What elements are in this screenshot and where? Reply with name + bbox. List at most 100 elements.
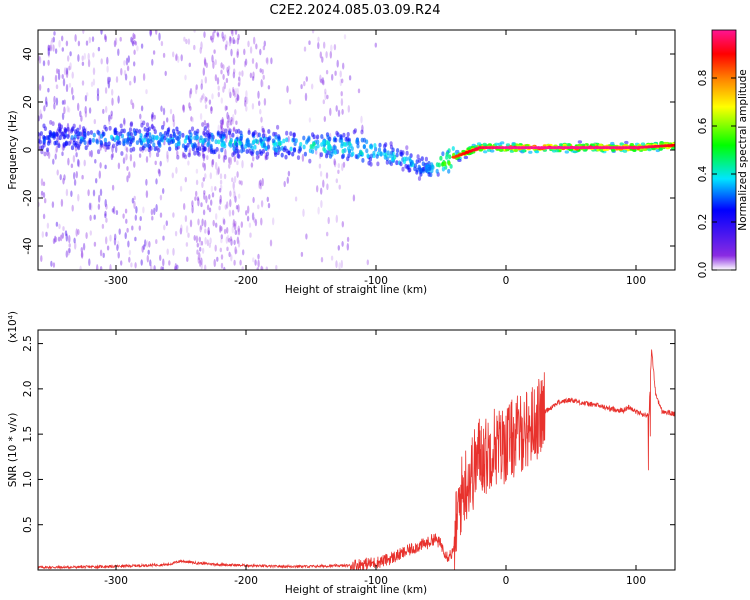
heatmap-cell-1987: [235, 142, 239, 147]
heatmap-cell-1390: [372, 150, 376, 156]
heatmap-cell-1363: [558, 143, 564, 147]
heatmap-cell-1734: [135, 140, 139, 146]
heatmap-cell-309: [233, 175, 237, 183]
heatmap-cell-584: [179, 185, 183, 192]
heatmap-cell-296: [95, 177, 98, 184]
heatmap-cell-1835: [478, 148, 483, 152]
heatmap-cell-549: [125, 218, 128, 224]
heatmap-cell-746: [232, 218, 236, 228]
heatmap-cell-265: [175, 166, 178, 174]
heatmap-cell-460: [286, 176, 289, 184]
heatmap-cell-479: [53, 95, 56, 104]
heatmap-cell-1846: [267, 137, 271, 142]
heatmap-cell-110: [236, 87, 239, 96]
heatmap-cell-1996: [193, 143, 198, 149]
heatmap-cell-126: [51, 201, 55, 209]
heatmap-cell-532: [73, 179, 77, 186]
heatmap-cell-1884: [40, 149, 44, 155]
heatmap-cell-319: [241, 160, 244, 169]
heatmap-cell-254: [206, 155, 209, 161]
heatmap-cell-685: [230, 30, 234, 35]
heatmap-cell-751: [123, 117, 126, 125]
heatmap-cell-803: [39, 109, 42, 117]
heatmap-cell-678: [93, 119, 97, 125]
heatmap-cell-522: [128, 171, 131, 179]
heatmap-cell-0: [108, 114, 111, 122]
heatmap-cell-736: [144, 239, 147, 247]
heatmap-cell-551: [104, 35, 108, 43]
heatmap-cell-377: [124, 145, 128, 151]
heatmap-cell-249: [339, 78, 342, 87]
heatmap-cell-1689: [413, 163, 418, 169]
heatmap-cell-452: [199, 97, 203, 103]
heatmap-cell-815: [231, 209, 235, 216]
heatmap-cell-1879: [273, 142, 278, 148]
spectrogram-x-axis-label: Height of straight line (km): [285, 284, 427, 296]
heatmap-cell-59: [333, 43, 337, 51]
heatmap-cell-1546: [235, 145, 239, 151]
heatmap-cell-247: [200, 78, 204, 86]
heatmap-cell-453: [210, 106, 213, 112]
heatmap-cell-1115: [388, 159, 392, 165]
heatmap-cell-484: [224, 148, 227, 158]
heatmap-cell-1572: [213, 149, 217, 155]
heatmap-cell-185: [262, 74, 265, 80]
heatmap-cell-18: [197, 198, 200, 207]
heatmap-cell-365: [230, 254, 233, 262]
heatmap-cell-1943: [566, 143, 571, 147]
heatmap-cell-1058: [89, 130, 93, 135]
heatmap-cell-878: [223, 218, 226, 225]
heatmap-cell-688: [335, 260, 338, 269]
heatmap-cell-416: [40, 255, 43, 263]
heatmap-cell-389: [43, 105, 46, 112]
heatmap-cell-1073: [316, 134, 320, 140]
heatmap-cell-698: [251, 212, 255, 221]
heatmap-cell-474: [222, 86, 225, 93]
heatmap-cell-128: [330, 44, 333, 52]
heatmap-cell-115: [113, 237, 117, 246]
heatmap-cell-606: [111, 208, 115, 213]
heatmap-cell-805: [67, 248, 70, 256]
heatmap-cell-211: [222, 36, 225, 42]
heatmap-cell-1886: [52, 132, 56, 138]
heatmap-cell-690: [232, 57, 236, 66]
heatmap-cell-958: [361, 158, 365, 163]
heatmap-cell-963: [108, 125, 112, 131]
heatmap-cell-409: [232, 126, 236, 131]
heatmap-cell-1824: [457, 158, 462, 162]
heatmap-cell-159: [77, 193, 80, 202]
heatmap-cell-81: [119, 36, 122, 42]
heatmap-cell-1798: [48, 132, 53, 138]
heatmap-cell-1844: [238, 140, 242, 146]
heatmap-cell-399: [106, 245, 110, 251]
heatmap-cell-1083: [253, 144, 257, 150]
heatmap-cell-451: [237, 240, 241, 248]
heatmap-cell-1928: [513, 148, 518, 153]
heatmap-cell-151: [217, 124, 220, 132]
heatmap-cell-1809: [377, 147, 382, 153]
heatmap-cell-975: [161, 125, 165, 130]
heatmap-cell-1514: [447, 160, 451, 166]
heatmap-cell-726: [204, 228, 207, 234]
heatmap-cell-387: [87, 52, 90, 61]
heatmap-cell-806: [45, 96, 48, 105]
heatmap-cell-306: [228, 163, 231, 169]
heatmap-cell-833: [206, 204, 210, 211]
heatmap-cell-515: [55, 97, 59, 106]
heatmap-cell-477: [204, 173, 207, 179]
heatmap-cell-436: [259, 48, 262, 56]
heatmap-cell-1932: [334, 137, 338, 143]
heatmap-cell-826: [72, 155, 76, 163]
heatmap-cell-475: [111, 97, 114, 106]
heatmap-cell-1781: [421, 161, 425, 167]
x-tick-label: 100: [626, 575, 646, 587]
heatmap-cell-274: [92, 78, 96, 86]
heatmap-cell-1037: [53, 140, 57, 146]
heatmap-cell-432: [92, 67, 96, 76]
heatmap-cell-1918: [325, 153, 329, 159]
heatmap-cell-150: [219, 224, 222, 233]
heatmap-cell-700: [226, 234, 230, 242]
heatmap-cell-1383: [347, 153, 351, 159]
heatmap-cell-583: [79, 110, 82, 118]
